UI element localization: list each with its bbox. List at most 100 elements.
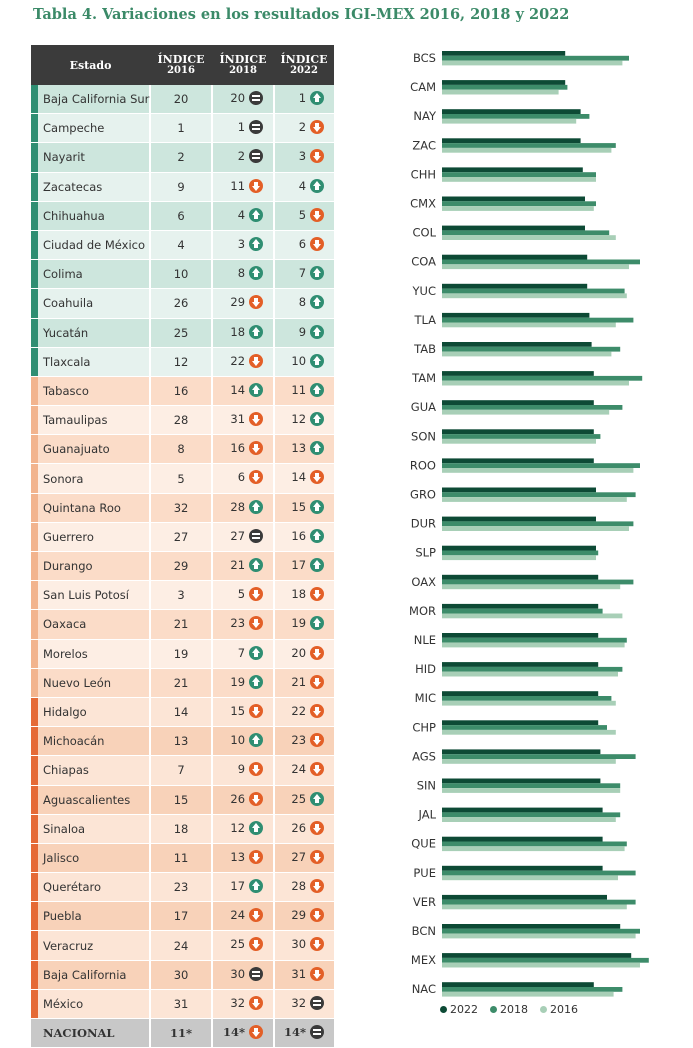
table-row: Ciudad de México 4 3 6 <box>31 230 335 261</box>
index-2016: 28 <box>150 405 214 436</box>
category-label: BCN <box>412 924 436 938</box>
arrow-down-icon <box>310 966 325 981</box>
bar-2018-TAM <box>442 375 643 381</box>
group-strip <box>31 318 38 348</box>
arrow-down-icon <box>310 820 325 835</box>
bar-2018-NLE <box>442 637 627 643</box>
bar-2022-NAY <box>442 109 581 114</box>
index-2022-cell: 8 <box>274 288 335 319</box>
bar-2022-GRO <box>442 487 596 493</box>
category-label: BCS <box>413 51 436 65</box>
bar-2018-AGS <box>442 754 636 759</box>
category-label: TAB <box>413 342 436 356</box>
arrow-up-icon <box>310 178 325 193</box>
index-2022: 1 <box>298 91 307 105</box>
category-label: MOR <box>409 604 436 618</box>
group-strip <box>31 172 38 202</box>
bar-2016-SON <box>442 438 596 444</box>
index-2022: 7 <box>298 266 307 281</box>
index-2018: 8 <box>237 266 246 281</box>
category-label: NLE <box>414 633 436 647</box>
bar-2022-ROO <box>442 458 594 464</box>
header-indice: ÍNDICE <box>280 53 328 66</box>
arrow-down-icon <box>249 587 264 602</box>
bar-2016-PUE <box>442 875 618 881</box>
bar-2022-MIC <box>442 691 599 696</box>
table-row: Campeche 1 1 2 <box>31 113 335 144</box>
category-label: SIN <box>417 779 436 793</box>
index-2018-cell: 12 <box>212 814 276 844</box>
index-2016: 25 <box>150 318 214 348</box>
legend-label: 2018 <box>500 1003 528 1016</box>
arrow-down-icon <box>310 236 325 251</box>
index-2016: 20 <box>150 85 214 115</box>
index-2016: 11* <box>150 1018 214 1048</box>
index-2022: 25 <box>291 791 307 806</box>
arrow-up-icon <box>249 820 264 835</box>
state-name: Oaxaca <box>38 609 152 640</box>
arrow-up-icon <box>310 558 325 572</box>
index-2018: 26 <box>230 791 246 806</box>
arrow-down-icon <box>310 645 325 660</box>
index-2022-cell: 21 <box>274 668 335 698</box>
bar-2022-TAB <box>442 342 592 347</box>
index-2016: 11 <box>150 843 214 874</box>
index-2022-cell: 3 <box>274 142 335 173</box>
bar-2016-SIN <box>442 788 621 793</box>
category-label: CHH <box>411 167 436 181</box>
bar-2018-CMX <box>442 201 596 207</box>
table-row: Coahuila 26 29 8 <box>31 288 335 319</box>
index-2022: 12 <box>291 412 307 427</box>
bar-2016-BCS <box>442 60 623 66</box>
bar-2022-TAM <box>442 371 594 376</box>
bar-2018-OAX <box>442 579 634 585</box>
state-name: Coahuila <box>38 288 152 319</box>
index-2018: 24 <box>230 908 246 923</box>
arrow-down-icon <box>249 412 264 427</box>
index-2018: 18 <box>230 324 246 339</box>
bar-2018-BCS <box>442 55 629 61</box>
state-name: México <box>38 989 152 1020</box>
bar-2018-CAM <box>442 84 568 90</box>
index-2016: 10 <box>150 259 214 290</box>
bar-2016-BCN <box>442 933 636 939</box>
index-2022: 5 <box>298 207 307 222</box>
bar-2022-NAC <box>442 982 594 987</box>
index-2022-cell: 15 <box>274 493 335 523</box>
category-label: PUE <box>413 866 436 880</box>
group-strip <box>31 85 38 115</box>
index-2016: 8 <box>150 434 214 465</box>
arrow-down-icon <box>310 587 325 602</box>
index-2018-cell: 28 <box>212 493 276 523</box>
state-name: Colima <box>38 259 152 290</box>
index-2022-cell: 24 <box>274 755 335 786</box>
index-2016: 12 <box>150 347 214 377</box>
legend-item: 2016 <box>540 1003 578 1016</box>
bar-2022-CAM <box>442 80 566 85</box>
group-strip <box>31 551 38 582</box>
bar-2016-QUE <box>442 846 625 852</box>
index-2022-cell: 13 <box>274 434 335 465</box>
group-strip <box>31 522 38 553</box>
group-strip <box>31 376 38 407</box>
state-name: Guerrero <box>38 522 152 553</box>
index-2022: 15 <box>291 499 307 514</box>
arrow-up-icon <box>310 353 325 368</box>
index-2022-cell: 20 <box>274 639 335 669</box>
index-2018-cell: 20 <box>212 85 276 115</box>
arrow-down-icon <box>249 295 264 310</box>
index-2022: 18 <box>291 587 307 602</box>
bar-2018-GRO <box>442 492 636 498</box>
index-2022: 14 <box>291 470 307 485</box>
bar-2016-NLE <box>442 642 625 648</box>
index-2018-cell: 15 <box>212 697 276 728</box>
arrow-up-icon <box>310 91 325 105</box>
bar-2022-AGS <box>442 749 601 755</box>
index-2018-cell: 30 <box>212 960 276 990</box>
group-strip <box>31 1018 38 1048</box>
group-strip <box>31 201 38 231</box>
arrow-up-icon <box>249 382 264 397</box>
index-2016: 19 <box>150 639 214 669</box>
group-strip <box>31 259 38 290</box>
bar-2018-PUE <box>442 870 636 876</box>
